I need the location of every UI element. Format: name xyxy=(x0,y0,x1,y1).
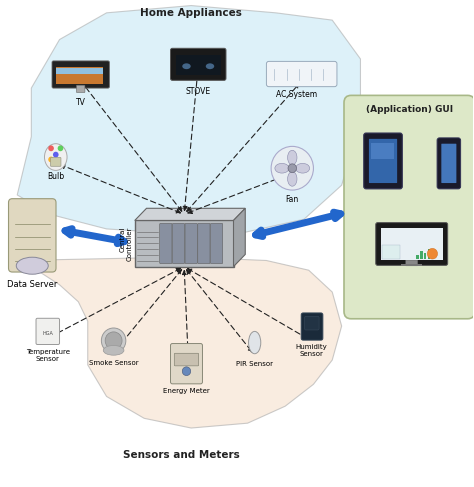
FancyBboxPatch shape xyxy=(185,224,197,263)
Text: Energy Meter: Energy Meter xyxy=(163,388,210,393)
Text: Temperature
Sensor: Temperature Sensor xyxy=(26,349,70,362)
FancyBboxPatch shape xyxy=(344,95,474,319)
FancyBboxPatch shape xyxy=(160,224,172,263)
FancyBboxPatch shape xyxy=(301,313,323,340)
Ellipse shape xyxy=(103,345,124,355)
Ellipse shape xyxy=(288,164,297,172)
Text: (Application) GUI: (Application) GUI xyxy=(366,105,453,114)
Text: STOVE: STOVE xyxy=(186,87,211,96)
Text: Central
Controller: Central Controller xyxy=(119,226,132,261)
Ellipse shape xyxy=(48,146,54,151)
Ellipse shape xyxy=(53,152,59,158)
Ellipse shape xyxy=(275,163,289,173)
FancyBboxPatch shape xyxy=(424,253,426,259)
FancyBboxPatch shape xyxy=(383,245,400,259)
FancyBboxPatch shape xyxy=(428,249,430,259)
FancyBboxPatch shape xyxy=(210,224,223,263)
Ellipse shape xyxy=(45,144,67,170)
FancyBboxPatch shape xyxy=(76,85,85,93)
FancyBboxPatch shape xyxy=(371,143,394,158)
Text: Home Appliances: Home Appliances xyxy=(140,8,242,18)
FancyBboxPatch shape xyxy=(171,48,226,80)
FancyBboxPatch shape xyxy=(52,61,109,88)
Text: TV: TV xyxy=(76,98,86,107)
Ellipse shape xyxy=(101,328,126,353)
Ellipse shape xyxy=(48,157,54,162)
FancyBboxPatch shape xyxy=(9,199,56,272)
FancyBboxPatch shape xyxy=(369,139,397,183)
Polygon shape xyxy=(135,208,245,221)
FancyBboxPatch shape xyxy=(173,224,184,263)
FancyBboxPatch shape xyxy=(266,61,337,87)
Ellipse shape xyxy=(248,331,261,354)
Ellipse shape xyxy=(288,150,297,165)
Ellipse shape xyxy=(271,147,313,190)
FancyBboxPatch shape xyxy=(420,251,422,259)
PathPatch shape xyxy=(17,5,360,234)
Ellipse shape xyxy=(206,63,214,69)
Text: Humidity
Sensor: Humidity Sensor xyxy=(296,344,328,357)
Ellipse shape xyxy=(16,257,48,274)
FancyBboxPatch shape xyxy=(36,318,60,344)
Text: Sensors and Meters: Sensors and Meters xyxy=(123,450,240,460)
FancyBboxPatch shape xyxy=(171,343,202,384)
FancyBboxPatch shape xyxy=(381,228,443,260)
Text: HGA: HGA xyxy=(42,331,53,337)
Ellipse shape xyxy=(296,163,310,173)
FancyBboxPatch shape xyxy=(364,133,402,189)
Ellipse shape xyxy=(288,171,297,186)
FancyBboxPatch shape xyxy=(437,138,461,189)
FancyBboxPatch shape xyxy=(176,55,221,75)
Text: AC System: AC System xyxy=(276,90,318,99)
Ellipse shape xyxy=(182,63,191,69)
Text: Fan: Fan xyxy=(286,195,299,204)
Polygon shape xyxy=(234,208,245,266)
PathPatch shape xyxy=(17,258,342,428)
Text: Bulb: Bulb xyxy=(47,171,64,181)
FancyBboxPatch shape xyxy=(51,158,61,166)
Text: PIR Sensor: PIR Sensor xyxy=(236,361,273,367)
Ellipse shape xyxy=(105,332,122,349)
FancyBboxPatch shape xyxy=(417,255,419,259)
FancyBboxPatch shape xyxy=(174,353,199,366)
FancyBboxPatch shape xyxy=(376,223,447,265)
Text: Data Server: Data Server xyxy=(7,281,57,289)
Text: Smoke Sensor: Smoke Sensor xyxy=(89,360,138,366)
FancyBboxPatch shape xyxy=(406,260,418,266)
FancyBboxPatch shape xyxy=(401,264,422,266)
Ellipse shape xyxy=(182,367,191,375)
Ellipse shape xyxy=(427,248,438,259)
Ellipse shape xyxy=(58,146,64,151)
FancyBboxPatch shape xyxy=(441,144,456,183)
FancyBboxPatch shape xyxy=(56,67,103,84)
FancyBboxPatch shape xyxy=(304,317,319,330)
FancyBboxPatch shape xyxy=(56,68,103,74)
FancyBboxPatch shape xyxy=(135,221,234,266)
FancyBboxPatch shape xyxy=(198,224,210,263)
